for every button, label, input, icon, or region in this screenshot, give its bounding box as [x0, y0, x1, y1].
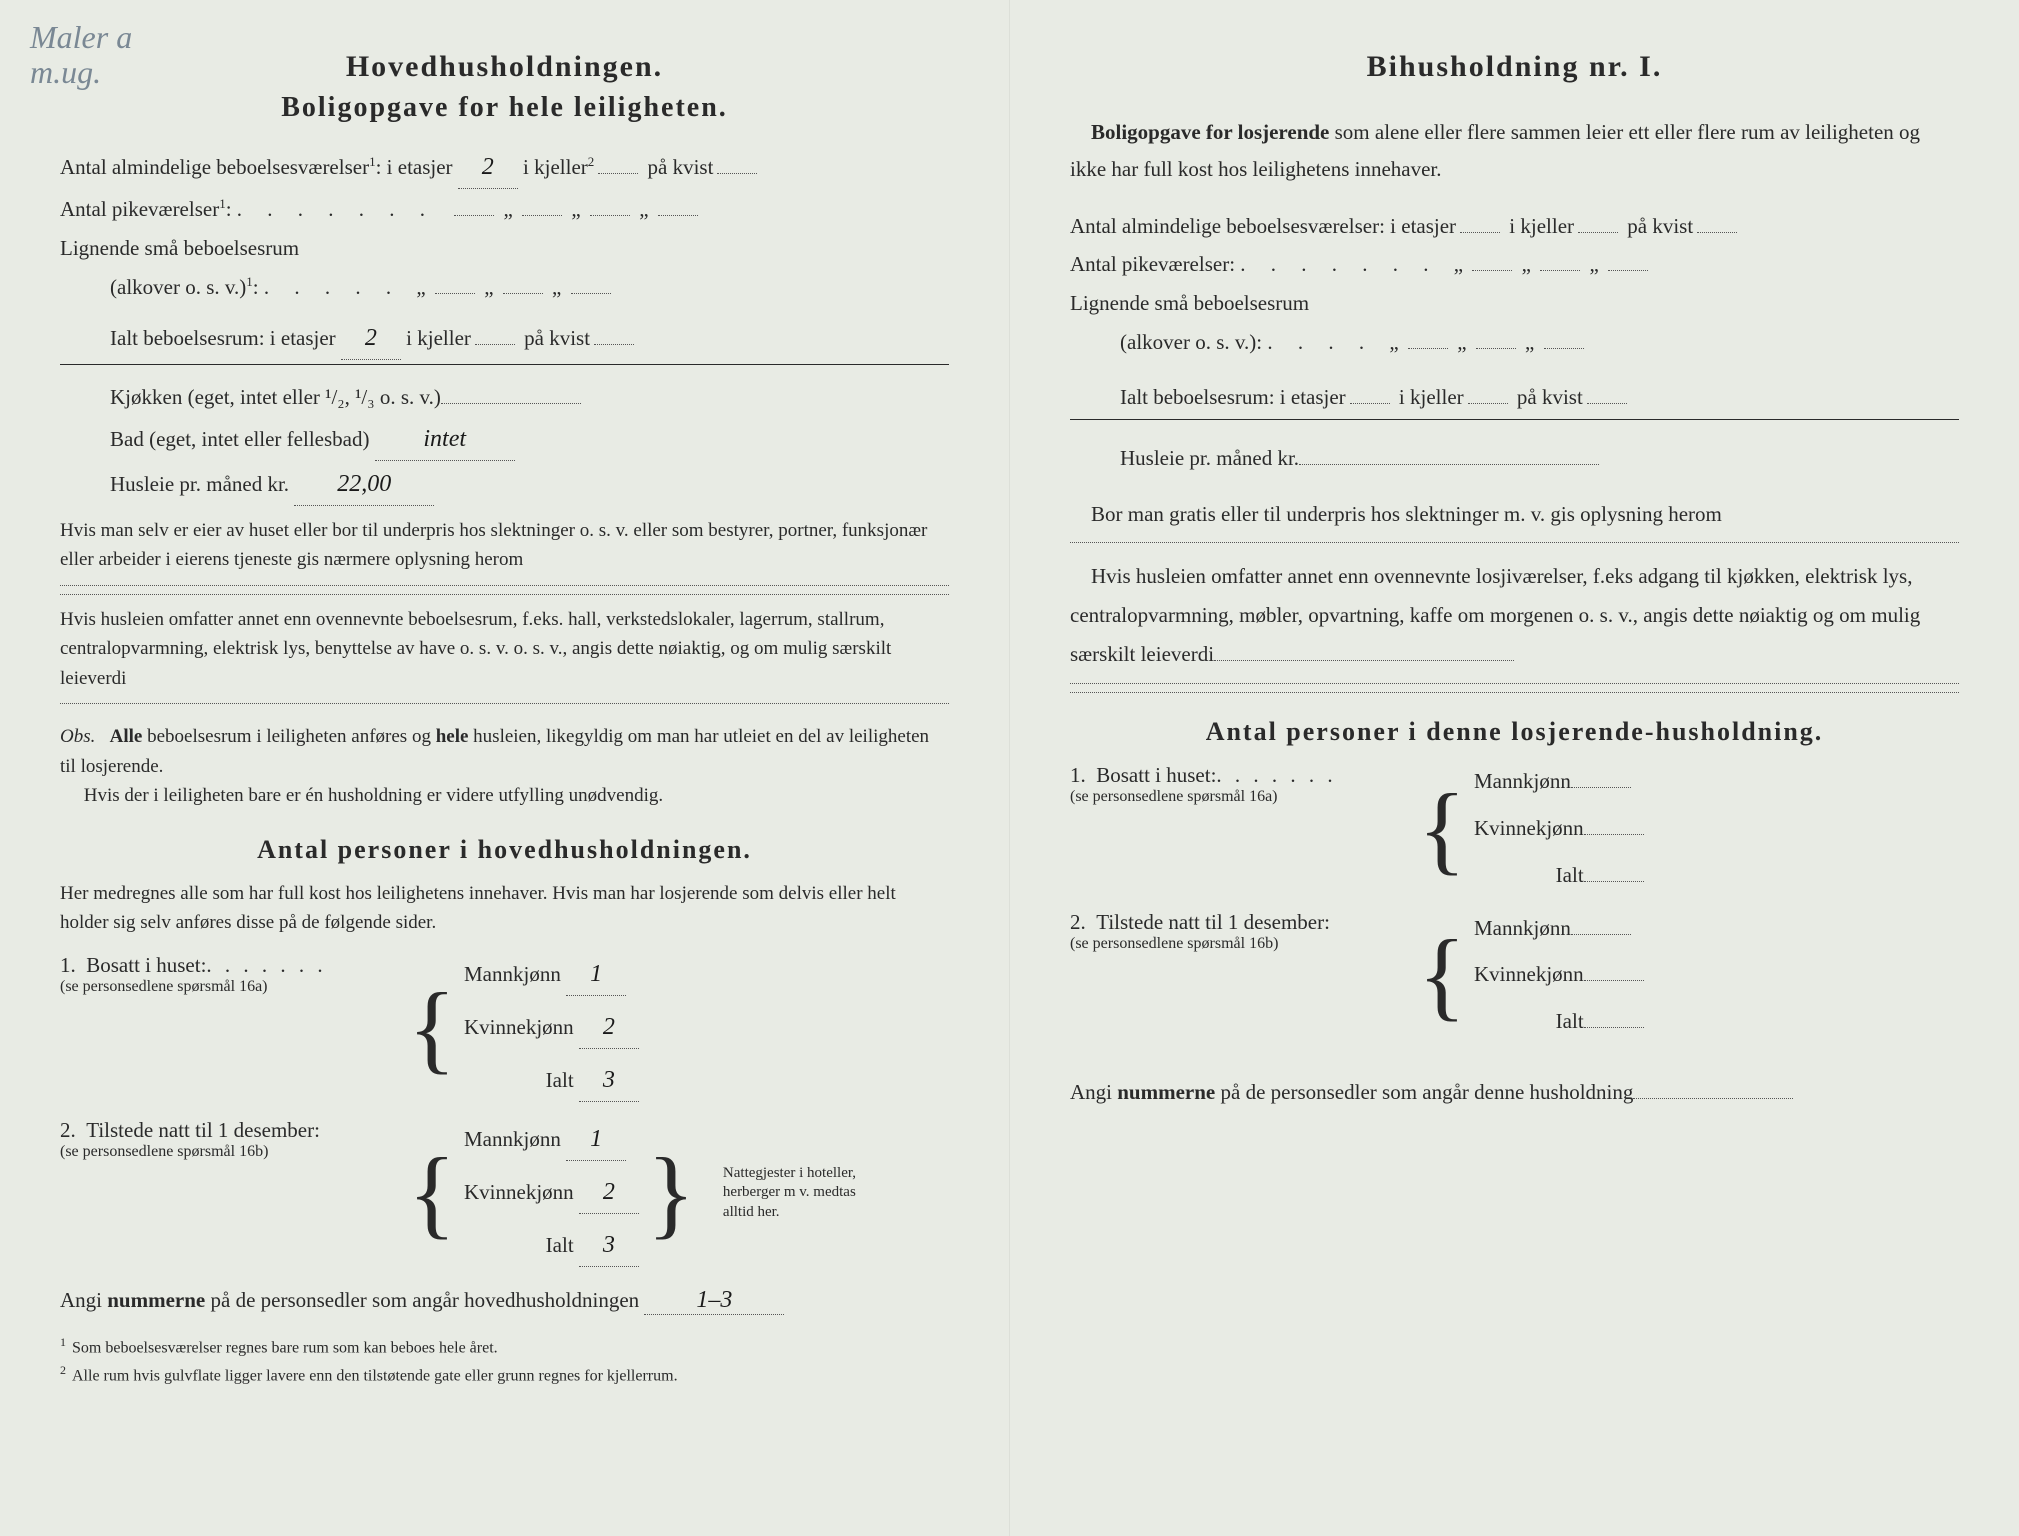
- footnotes: 1Som beboelsesværelser regnes bare rum s…: [60, 1333, 949, 1388]
- r-alkover: (alkover o. s. v.): . . . . „ „ „: [1070, 324, 1959, 361]
- brace-icon: {: [408, 1150, 456, 1235]
- r-total: Ialt beboelsesrum: i etasjer i kjeller p…: [1070, 379, 1959, 421]
- left-title-1: Hovedhusholdningen.: [60, 50, 949, 84]
- left-page: Maler am.ug. Hovedhusholdningen. Boligop…: [0, 0, 1010, 1536]
- q2-ialt-val: 3: [579, 1224, 639, 1267]
- q1-mann-val: 1: [566, 953, 626, 996]
- husleie-value: 22,00: [294, 463, 434, 506]
- total-etasjer-value: 2: [341, 317, 401, 360]
- r-line3: Lignende små beboelsesrum: [1070, 285, 1959, 322]
- q1-row: 1. Bosatt i huset: (se personsedlene spø…: [60, 953, 949, 1102]
- obs-block: Obs. Alle beboelsesrum i leiligheten anf…: [60, 722, 949, 810]
- brace-icon: {: [1418, 932, 1466, 1017]
- r-line2: Antal pikeværelser: . . . . . . . „ „ „: [1070, 246, 1959, 283]
- footer-nummerne: Angi nummerne på de personsedler som ang…: [60, 1287, 949, 1315]
- r-note1: Bor man gratis eller til underpris hos s…: [1070, 495, 1959, 543]
- bad-value: intet: [375, 418, 515, 461]
- r-q1-row: 1. Bosatt i huset: (se personsedlene spø…: [1070, 763, 1959, 893]
- q2-row: 2. Tilstede natt til 1 desember: (se per…: [60, 1118, 949, 1267]
- left-title-2: Boligopgave for hele leiligheten.: [60, 92, 949, 124]
- r-count-section: 1. Bosatt i huset: (se personsedlene spø…: [1070, 763, 1959, 1040]
- section3-intro: Her medregnes alle som har full kost hos…: [60, 879, 949, 938]
- divider: [1070, 683, 1959, 684]
- r-line1: Antal almindelige beboelsesværelser: i e…: [1070, 208, 1959, 245]
- divider: [60, 585, 949, 586]
- divider: [1070, 692, 1959, 693]
- r-note2: Hvis husleien omfatter annet enn ovennev…: [1070, 557, 1959, 674]
- line-lignende: Lignende små beboelsesrum: [60, 230, 949, 267]
- divider: [60, 703, 949, 704]
- etasjer-value: 2: [458, 146, 518, 189]
- q1-ialt-val: 3: [579, 1059, 639, 1102]
- right-title: Bihusholdning nr. I.: [1070, 50, 1959, 84]
- brace-icon: {: [408, 985, 456, 1070]
- note-eier: Hvis man selv er eier av huset eller bor…: [60, 516, 949, 575]
- bad-row: Bad (eget, intet eller fellesbad) intet: [60, 418, 949, 461]
- r-husleie: Husleie pr. måned kr.: [1070, 440, 1959, 477]
- q2-mann-val: 1: [566, 1118, 626, 1161]
- line-beboelse: Antal almindelige beboelsesværelser1: i …: [60, 146, 949, 189]
- kjokken-row: Kjøkken (eget, intet eller ¹/₂, ¹/₃ o. s…: [60, 379, 949, 416]
- side-note: Nattegjester i hoteller, herberger m v. …: [723, 1164, 873, 1223]
- line-alkover: (alkover o. s. v.)1: . . . . . „ „ „: [60, 269, 949, 306]
- divider: [60, 594, 949, 595]
- q1-kvinne-val: 2: [579, 1006, 639, 1049]
- footer-val: 1–3: [644, 1287, 784, 1315]
- corner-annotation: Maler am.ug.: [30, 20, 132, 90]
- total-row: Ialt beboelsesrum: i etasjer 2 i kjeller…: [60, 317, 949, 365]
- q2-kvinne-val: 2: [579, 1171, 639, 1214]
- count-section: 1. Bosatt i huset: (se personsedlene spø…: [60, 953, 949, 1267]
- r-footer: Angi nummerne på de personsedler som ang…: [1070, 1080, 1959, 1105]
- section-antal-personer: Antal personer i hovedhusholdningen.: [60, 835, 949, 865]
- right-intro: Boligopgave for losjerende som alene ell…: [1070, 114, 1959, 188]
- r-section-title: Antal personer i denne losjerende-hushol…: [1070, 717, 1959, 747]
- note-husleie-omfatter: Hvis husleien omfatter annet enn ovennev…: [60, 605, 949, 693]
- husleie-row: Husleie pr. måned kr. 22,00: [60, 463, 949, 506]
- right-page: Bihusholdning nr. I. Boligopgave for los…: [1010, 0, 2019, 1536]
- line-pike: Antal pikeværelser1: . . . . . . . „ „ „: [60, 191, 949, 228]
- brace-icon: {: [647, 1150, 695, 1235]
- brace-icon: {: [1418, 786, 1466, 871]
- r-q2-row: 2. Tilstede natt til 1 desember: (se per…: [1070, 910, 1959, 1040]
